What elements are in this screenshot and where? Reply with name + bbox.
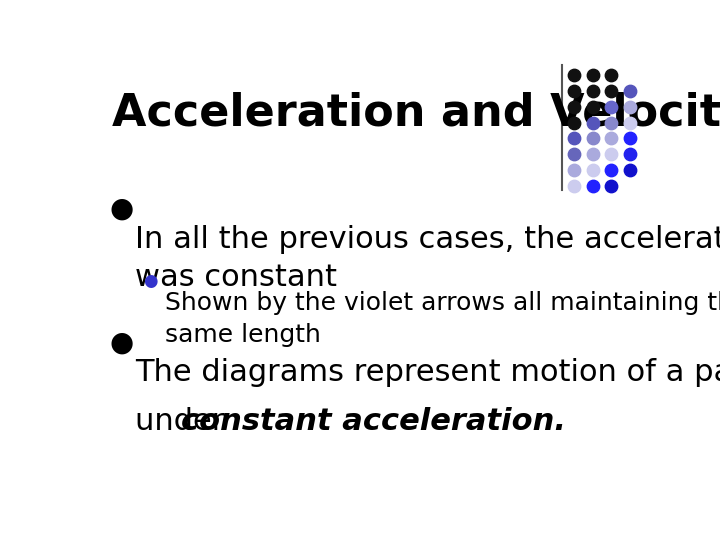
Text: In all the previous cases, the acceleration
was constant: In all the previous cases, the accelerat… — [135, 225, 720, 292]
Point — [606, 181, 617, 190]
Text: ●: ● — [109, 195, 134, 223]
Point — [587, 134, 598, 143]
Point — [624, 134, 635, 143]
Point — [569, 166, 580, 174]
Text: ●: ● — [143, 272, 158, 290]
Point — [624, 150, 635, 159]
Point — [587, 150, 598, 159]
Point — [587, 71, 598, 79]
Point — [569, 150, 580, 159]
Text: Acceleration and Velocity: Acceleration and Velocity — [112, 92, 720, 136]
Point — [606, 103, 617, 111]
Point — [587, 166, 598, 174]
Text: ●: ● — [109, 328, 134, 356]
Point — [569, 71, 580, 79]
Point — [606, 118, 617, 127]
Point — [624, 103, 635, 111]
Point — [569, 181, 580, 190]
Point — [606, 71, 617, 79]
Text: Shown by the violet arrows all maintaining the
same length: Shown by the violet arrows all maintaini… — [166, 292, 720, 347]
Point — [569, 134, 580, 143]
Point — [606, 134, 617, 143]
Point — [624, 166, 635, 174]
Point — [606, 87, 617, 96]
Point — [569, 118, 580, 127]
Point — [587, 118, 598, 127]
Text: under: under — [135, 407, 234, 436]
Point — [569, 87, 580, 96]
Point — [606, 150, 617, 159]
Point — [587, 103, 598, 111]
Point — [624, 87, 635, 96]
Point — [606, 166, 617, 174]
Text: The diagrams represent motion of a particle: The diagrams represent motion of a parti… — [135, 358, 720, 387]
Point — [569, 103, 580, 111]
Point — [624, 118, 635, 127]
Text: constant acceleration.: constant acceleration. — [181, 407, 566, 436]
Point — [587, 87, 598, 96]
Point — [587, 181, 598, 190]
